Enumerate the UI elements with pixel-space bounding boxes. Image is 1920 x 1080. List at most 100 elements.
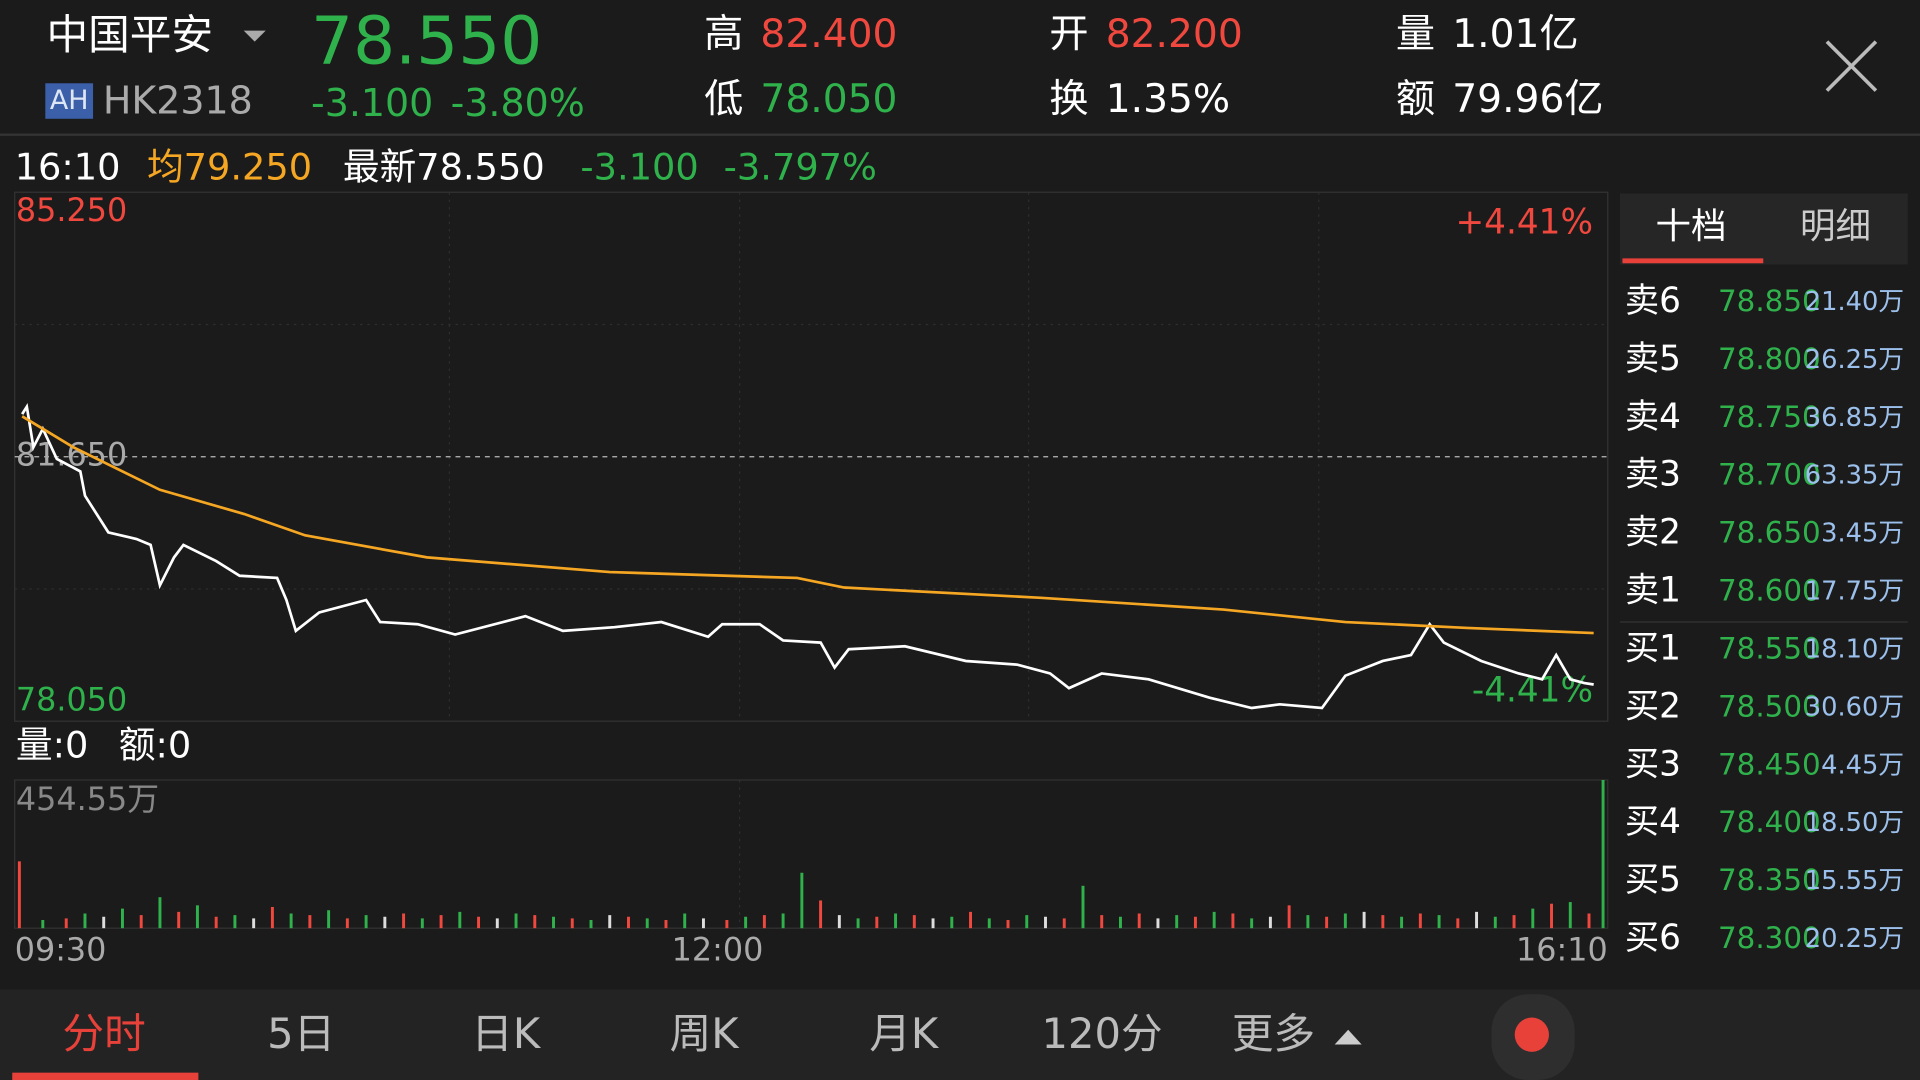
volume-bar xyxy=(701,918,705,929)
volume-bar xyxy=(1400,916,1404,929)
volume-bar xyxy=(120,908,124,929)
volume-bar xyxy=(1512,915,1516,929)
stat-label: 量 xyxy=(1396,12,1435,57)
stat-value: 82.400 xyxy=(760,12,897,57)
volume-bar xyxy=(1100,915,1104,929)
order-side: 买2 xyxy=(1625,686,1681,726)
close-icon[interactable] xyxy=(1825,40,1878,92)
stat-value: 1.35% xyxy=(1106,77,1230,122)
badge-text: AH xyxy=(50,85,89,116)
tab[interactable]: 周K xyxy=(670,1009,741,1058)
volume-bar xyxy=(477,916,481,929)
volume-bar xyxy=(1156,918,1160,929)
order-price: 78.850 xyxy=(1718,284,1821,318)
order-side: 买6 xyxy=(1625,918,1681,958)
tab[interactable]: 日K xyxy=(471,1009,542,1058)
order-side: 买4 xyxy=(1625,802,1681,842)
dropdown-caret[interactable] xyxy=(243,30,266,42)
volume-bar xyxy=(439,915,443,929)
order-price: 78.450 xyxy=(1718,747,1821,781)
more-caret[interactable] xyxy=(1334,1029,1362,1045)
tab[interactable]: 更多 xyxy=(1232,1009,1315,1058)
volume-bar xyxy=(912,915,916,929)
order-volume: 18.50万 xyxy=(1805,808,1904,838)
latest-price: 最新78.550 xyxy=(343,145,545,188)
volume-bar xyxy=(1025,915,1029,929)
volume-bar xyxy=(781,913,785,929)
x-tick-label: 16:10 xyxy=(1516,930,1608,968)
order-volume: 36.85万 xyxy=(1805,403,1904,433)
order-tabs xyxy=(1620,193,1908,265)
record-icon[interactable] xyxy=(1514,1017,1549,1052)
tab[interactable]: 120分 xyxy=(1042,1009,1163,1058)
volume-bar xyxy=(252,918,256,929)
volume-bar xyxy=(725,920,729,929)
stat-label: 额 xyxy=(1396,77,1435,122)
volume-bar xyxy=(289,913,293,929)
volume-bar xyxy=(458,911,462,929)
tab-bar xyxy=(0,989,1920,1080)
volume-bar xyxy=(800,872,804,929)
stat-label: 换 xyxy=(1049,77,1088,122)
stat-value: 79.96亿 xyxy=(1452,77,1603,122)
volume-bar xyxy=(1587,913,1591,929)
volume-bar xyxy=(158,897,162,929)
volume-bar xyxy=(969,911,973,929)
x-tick-label: 09:30 xyxy=(15,930,107,968)
volume-bar xyxy=(1044,916,1047,929)
order-volume: 15.55万 xyxy=(1805,866,1904,896)
stat-label: 开 xyxy=(1049,12,1088,57)
volume-bar xyxy=(856,918,860,929)
volume-bar xyxy=(195,905,199,929)
volume-bar xyxy=(64,918,68,929)
volume-bar xyxy=(233,915,237,929)
volume-bar xyxy=(1531,908,1535,929)
volume-bar xyxy=(987,918,991,929)
volume-bar xyxy=(17,861,21,929)
order-side: 买5 xyxy=(1625,860,1681,900)
volume-bar xyxy=(139,915,143,929)
order-volume: 21.40万 xyxy=(1805,287,1904,317)
volume-bar xyxy=(1231,913,1235,929)
volume-bar xyxy=(683,913,687,929)
volume-bar xyxy=(102,916,106,929)
close-button[interactable] xyxy=(1825,40,1878,92)
volume-bar xyxy=(1118,916,1122,929)
volume-bar xyxy=(533,915,537,929)
tab[interactable]: 5日 xyxy=(267,1009,335,1058)
volume-bar xyxy=(931,918,935,929)
order-price: 78.400 xyxy=(1718,805,1821,839)
volume-bar xyxy=(1137,913,1141,929)
volume-bar xyxy=(1550,903,1553,929)
volume-bar xyxy=(1212,911,1216,929)
order-tab[interactable]: 明细 xyxy=(1800,206,1871,247)
stat-value: 82.200 xyxy=(1106,12,1243,57)
order-price: 78.650 xyxy=(1718,516,1821,550)
pct-high: +4.41% xyxy=(1455,203,1593,243)
volume-bar xyxy=(364,915,368,929)
volume-bar xyxy=(664,920,668,929)
volume-bar xyxy=(762,915,766,929)
stock-name[interactable]: 中国平安 xyxy=(47,10,214,59)
volume-bar xyxy=(270,906,274,929)
order-price: 78.600 xyxy=(1718,574,1821,608)
volume-bar xyxy=(327,910,331,929)
order-price: 78.550 xyxy=(1718,631,1821,665)
volume-bar xyxy=(83,913,87,929)
volume-bar xyxy=(744,916,748,929)
volume-bar xyxy=(1081,885,1085,929)
change: -3.100 xyxy=(580,145,698,188)
change-pct: -3.80% xyxy=(451,81,585,125)
volume-bar xyxy=(875,916,879,929)
volume-bar xyxy=(950,916,954,929)
order-tab[interactable]: 十档 xyxy=(1656,206,1727,247)
price: 78.550 xyxy=(311,2,542,79)
tab[interactable]: 月K xyxy=(869,1009,940,1058)
tab[interactable]: 分时 xyxy=(62,1009,145,1058)
stat-value: 1.01亿 xyxy=(1452,12,1578,57)
volume-bar xyxy=(1006,920,1010,929)
volume-bar xyxy=(552,916,555,929)
order-volume: 20.25万 xyxy=(1805,924,1904,954)
volume-bar xyxy=(1343,913,1347,929)
